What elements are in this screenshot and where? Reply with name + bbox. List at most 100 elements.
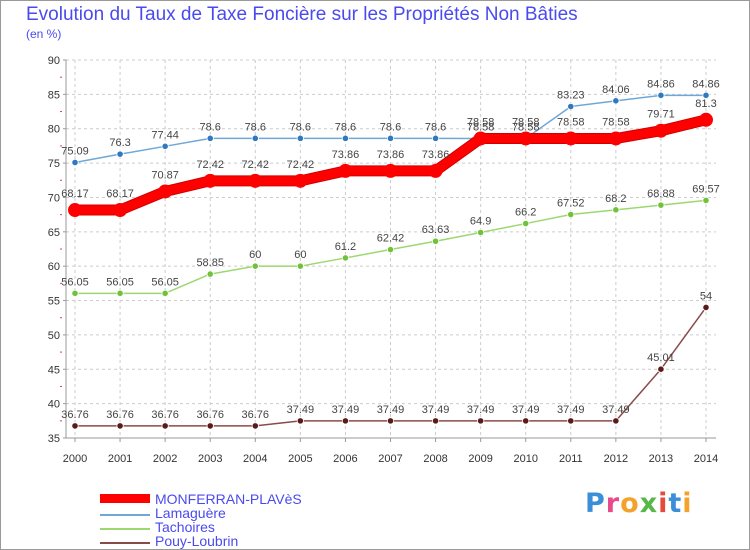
data-point — [702, 303, 710, 312]
logo-letter: x — [639, 488, 659, 519]
data-point — [477, 228, 485, 237]
x-tick-label: 2005 — [288, 453, 312, 465]
data-label: 68.2 — [605, 193, 626, 205]
data-label: 37.49 — [422, 404, 450, 416]
data-label: 36.76 — [106, 409, 134, 421]
data-point — [612, 417, 620, 425]
y-tick-label: 45 — [48, 364, 60, 376]
data-point — [383, 163, 398, 178]
data-label: 37.49 — [332, 404, 360, 416]
data-point — [116, 150, 124, 158]
data-label: 68.17 — [61, 188, 89, 200]
data-label: 78.58 — [512, 116, 540, 128]
x-tick-label: 2009 — [468, 453, 492, 465]
data-point — [113, 203, 128, 218]
data-label: 68.17 — [106, 188, 134, 200]
data-label: 75.09 — [61, 145, 89, 157]
data-label: 78.58 — [467, 116, 495, 128]
data-label: 36.76 — [61, 409, 89, 421]
data-point — [431, 237, 440, 245]
legend-label: Lamaguère — [155, 505, 226, 521]
data-label: 73.86 — [377, 149, 405, 161]
data-point — [341, 417, 350, 425]
data-point — [657, 365, 665, 373]
data-label: 78.6 — [335, 121, 356, 133]
data-label: 73.86 — [332, 149, 360, 161]
data-point — [251, 422, 259, 430]
y-tick-label: 75 — [48, 158, 60, 170]
legend-swatch — [100, 542, 150, 544]
data-label: 60 — [249, 249, 261, 261]
x-tick-label: 2001 — [108, 453, 132, 465]
data-label: 56.05 — [106, 276, 134, 288]
data-label: 78.6 — [200, 121, 221, 133]
data-label: 72.42 — [287, 159, 315, 171]
data-label: 63.63 — [422, 224, 450, 236]
data-label: 37.49 — [512, 404, 540, 416]
data-point — [612, 97, 620, 105]
data-point — [161, 422, 169, 430]
data-label: 78.58 — [602, 116, 630, 128]
data-point — [248, 173, 263, 188]
data-point — [161, 142, 169, 150]
x-tick-label: 2003 — [198, 453, 222, 465]
data-label: 61.2 — [335, 241, 356, 253]
data-point — [477, 417, 485, 425]
data-point — [203, 173, 218, 188]
data-point — [567, 417, 575, 425]
data-label: 72.42 — [196, 159, 224, 171]
legend-label: Pouy-Loubrin — [155, 533, 239, 549]
data-point — [341, 254, 350, 262]
x-tick-label: 2000 — [63, 453, 87, 465]
data-point — [68, 203, 82, 218]
data-point — [428, 163, 443, 178]
data-point — [386, 134, 395, 142]
chart-subtitle: (en %) — [26, 27, 62, 41]
data-label: 78.6 — [290, 121, 311, 133]
data-point — [431, 417, 440, 425]
logo-letter: P — [585, 488, 606, 519]
y-tick-label: 65 — [48, 227, 60, 239]
x-tick-label: 2004 — [243, 453, 267, 465]
data-point — [206, 134, 214, 142]
data-label: 84.86 — [647, 78, 675, 90]
y-tick-label: 80 — [48, 124, 60, 136]
data-label: 78.6 — [425, 121, 446, 133]
data-point — [296, 134, 304, 142]
legend-swatch — [100, 494, 150, 503]
y-tick-label: 50 — [48, 330, 60, 342]
grid-lines — [66, 59, 716, 438]
data-label: 70.87 — [151, 169, 179, 181]
data-label: 81.3 — [695, 98, 716, 110]
data-point — [612, 206, 620, 214]
data-label: 64.9 — [470, 216, 491, 228]
data-label: 73.86 — [422, 149, 450, 161]
data-label: 78.6 — [245, 121, 266, 133]
data-label: 37.49 — [377, 404, 405, 416]
data-point — [338, 163, 353, 178]
data-label: 72.42 — [242, 159, 270, 171]
y-tick-label: 60 — [48, 261, 60, 273]
data-label: 37.49 — [467, 404, 495, 416]
data-point — [657, 91, 665, 99]
logo-letter: t — [668, 488, 683, 519]
data-point — [702, 91, 710, 99]
x-tick-label: 2012 — [604, 453, 628, 465]
data-point — [567, 102, 575, 111]
data-label: 54 — [700, 290, 712, 302]
data-label: 68.88 — [647, 188, 675, 200]
data-point — [341, 134, 350, 142]
data-label: 66.2 — [515, 207, 536, 219]
data-label: 62.42 — [377, 233, 405, 245]
x-tick-label: 2007 — [378, 453, 402, 465]
data-point — [608, 131, 623, 146]
logo-letter: i — [682, 488, 693, 519]
data-point — [699, 112, 713, 127]
data-label: 36.76 — [242, 409, 270, 421]
data-label: 76.3 — [109, 137, 130, 149]
chart-title: Evolution du Taux de Taxe Foncière sur l… — [26, 4, 578, 25]
x-tick-label: 2011 — [559, 453, 583, 465]
data-point — [251, 134, 259, 142]
x-tick-label: 2010 — [513, 453, 537, 465]
